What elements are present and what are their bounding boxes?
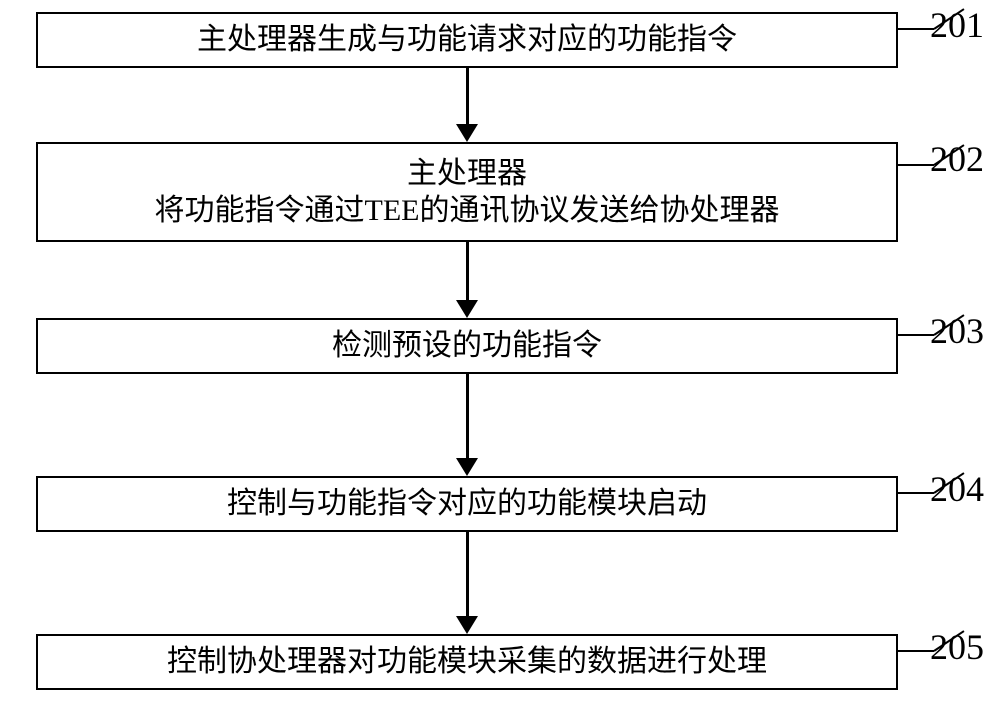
arrow-head-icon <box>456 616 478 634</box>
arrow-head-icon <box>456 458 478 476</box>
step-box-205: 控制协处理器对功能模块采集的数据进行处理 <box>36 634 898 690</box>
arrow-line <box>466 374 469 458</box>
arrow-line <box>466 532 469 616</box>
step-box-202: 主处理器将功能指令通过TEE的通讯协议发送给协处理器 <box>36 142 898 242</box>
leader-line <box>898 28 934 30</box>
step-text: 控制与功能指令对应的功能模块启动 <box>227 485 707 523</box>
arrow-head-icon <box>456 300 478 318</box>
step-text: 主处理器生成与功能请求对应的功能指令 <box>197 21 737 59</box>
leader-line <box>898 164 934 166</box>
arrow-line <box>466 242 469 300</box>
step-text: 主处理器 <box>407 155 527 193</box>
step-box-204: 控制与功能指令对应的功能模块启动 <box>36 476 898 532</box>
step-box-201: 主处理器生成与功能请求对应的功能指令 <box>36 12 898 68</box>
step-label-205: 205 <box>930 626 984 668</box>
flowchart-canvas: 主处理器生成与功能请求对应的功能指令 201 主处理器将功能指令通过TEE的通讯协议… <box>0 0 1000 716</box>
step-label-204: 204 <box>930 468 984 510</box>
leader-line <box>898 650 934 652</box>
step-text: 检测预设的功能指令 <box>332 327 602 365</box>
step-text: 控制协处理器对功能模块采集的数据进行处理 <box>167 643 767 681</box>
arrow-line <box>466 68 469 124</box>
step-label-201: 201 <box>930 4 984 46</box>
step-text: 将功能指令通过TEE的通讯协议发送给协处理器 <box>155 192 780 230</box>
leader-line <box>898 492 934 494</box>
leader-line <box>898 334 934 336</box>
step-label-203: 203 <box>930 310 984 352</box>
arrow-head-icon <box>456 124 478 142</box>
step-label-202: 202 <box>930 138 984 180</box>
step-box-203: 检测预设的功能指令 <box>36 318 898 374</box>
